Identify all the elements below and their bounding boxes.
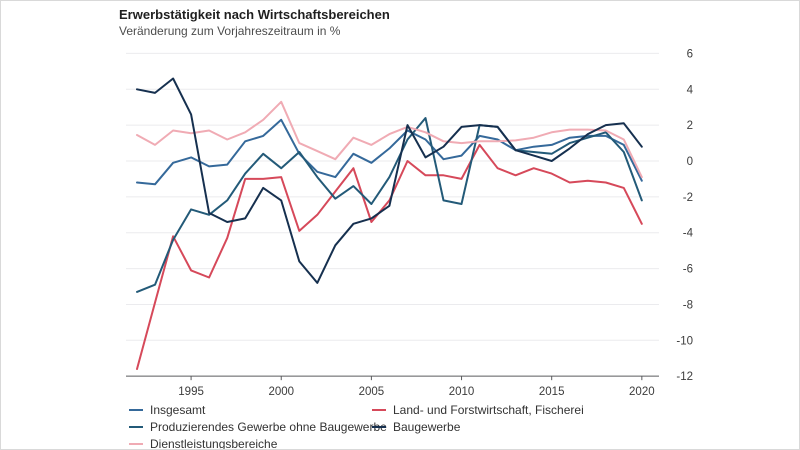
y-axis-tick-label: 6 xyxy=(687,48,693,60)
x-axis-tick-label: 2015 xyxy=(539,386,565,398)
series-line-produzierendes-gewerbe-ohne-baugewerbe xyxy=(136,117,643,293)
chart-legend: Insgesamt Produzierendes Gewerbe ohne Bau… xyxy=(129,402,584,450)
chart-title: Erwerbstätigkeit nach Wirtschaftsbereich… xyxy=(119,7,390,22)
x-axis-tick-label: 1995 xyxy=(178,386,204,398)
y-axis-tick-label: 2 xyxy=(687,120,693,132)
y-axis-tick-label: -4 xyxy=(683,228,694,240)
legend-item-produzierendes-gewerbe-ohne-baugewerbe: Produzierendes Gewerbe ohne Baugewerbe xyxy=(129,419,387,435)
series-line-insgesamt xyxy=(136,118,643,186)
legend-label: Produzierendes Gewerbe ohne Baugewerbe xyxy=(150,420,387,434)
legend-label: Land- und Forstwirtschaft, Fischerei xyxy=(393,403,584,417)
legend-line-icon xyxy=(129,426,143,428)
legend-line-icon xyxy=(372,426,386,428)
chart-subtitle: Veränderung zum Vorjahreszeitraum in % xyxy=(119,24,341,38)
y-axis-tick-label: -12 xyxy=(676,371,693,383)
legend-label: Baugewerbe xyxy=(393,420,461,434)
legend-line-icon xyxy=(129,443,143,445)
x-axis-tick-label: 2000 xyxy=(268,386,294,398)
legend-line-icon xyxy=(372,409,386,411)
legend-item-insgesamt: Insgesamt xyxy=(129,402,372,418)
legend-label: Insgesamt xyxy=(150,403,206,417)
legend-line-icon xyxy=(129,409,143,411)
series-line-baugewerbe xyxy=(136,77,643,284)
series-line-dienstleistungsbereiche xyxy=(136,100,643,179)
x-axis-tick-label: 2005 xyxy=(359,386,385,398)
y-axis-tick-label: -10 xyxy=(676,335,693,347)
x-axis-tick-label: 2020 xyxy=(629,386,655,398)
legend-item-dienstleistungsbereiche: Dienstleistungsbereiche xyxy=(129,436,372,450)
series-line-land-und-forstwirtschaft-fischerei xyxy=(136,143,643,370)
y-axis-tick-label: 4 xyxy=(687,84,694,96)
y-axis-tick-label: -2 xyxy=(683,192,693,204)
x-axis-tick-label: 2010 xyxy=(449,386,475,398)
y-axis-tick-label: -8 xyxy=(683,299,693,311)
legend-item-baugewerbe: Baugewerbe xyxy=(372,419,584,435)
legend-item-land-und-forstwirtschaft-fischerei: Land- und Forstwirtschaft, Fischerei xyxy=(372,402,584,418)
y-axis-tick-label: -6 xyxy=(683,264,693,276)
y-axis-tick-label: 0 xyxy=(687,156,693,168)
legend-label: Dienstleistungsbereiche xyxy=(150,437,278,450)
